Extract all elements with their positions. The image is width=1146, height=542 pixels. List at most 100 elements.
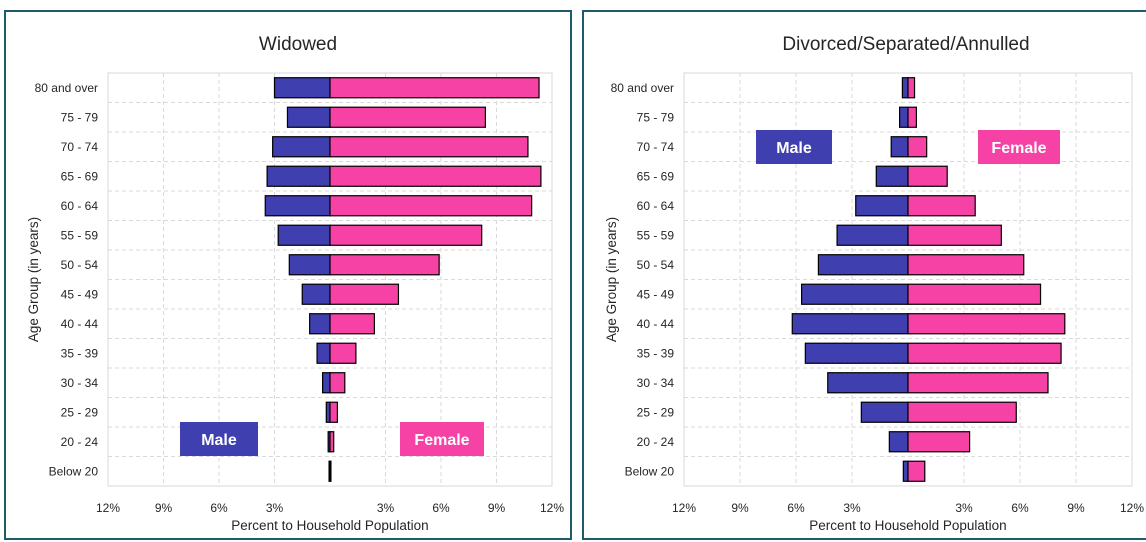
chart-title: Divorced/Separated/Annulled xyxy=(782,34,1029,55)
y-tick-label: 20 - 24 xyxy=(61,435,99,449)
y-tick-label: 35 - 39 xyxy=(637,346,675,360)
y-tick-label: 75 - 79 xyxy=(61,110,99,124)
female-bar xyxy=(329,313,376,335)
legend-male-label: Male xyxy=(201,432,237,449)
y-tick-label: 65 - 69 xyxy=(637,169,675,183)
legend-female-box xyxy=(400,422,484,456)
female-bar xyxy=(907,401,1017,423)
male-bar xyxy=(273,77,331,99)
male-bar xyxy=(804,342,909,364)
x-axis-label: Percent to Household Population xyxy=(809,518,1006,533)
female-bar xyxy=(907,313,1066,335)
male-bar xyxy=(855,195,909,217)
female-bar xyxy=(907,106,917,128)
x-tick-label: 3% xyxy=(377,501,395,515)
legend-female-label: Female xyxy=(991,140,1046,157)
y-tick-label: 45 - 49 xyxy=(61,287,99,301)
x-tick-label: 6% xyxy=(787,501,805,515)
female-bar xyxy=(907,460,926,482)
y-tick-label: 20 - 24 xyxy=(637,435,675,449)
y-tick-label: 60 - 64 xyxy=(61,199,99,213)
x-tick-label: 6% xyxy=(210,501,228,515)
y-tick-label: 75 - 79 xyxy=(637,110,675,124)
female-bar xyxy=(329,431,335,453)
male-bar xyxy=(316,342,331,364)
y-tick-label: 60 - 64 xyxy=(637,199,675,213)
male-bar xyxy=(902,460,909,482)
female-bar xyxy=(907,224,1002,246)
female-bar xyxy=(329,283,400,305)
male-bar xyxy=(827,372,909,394)
legend-male-box xyxy=(180,422,258,456)
female-bar xyxy=(907,254,1025,276)
legend-female-box xyxy=(978,130,1060,164)
x-tick-label: 9% xyxy=(488,501,506,515)
male-bar xyxy=(266,165,331,187)
y-axis-label: Age Group (in years) xyxy=(26,217,41,342)
female-bar xyxy=(329,195,533,217)
x-tick-label: 3% xyxy=(955,501,973,515)
male-bar xyxy=(860,401,909,423)
y-tick-label: Below 20 xyxy=(625,464,675,478)
male-bar xyxy=(288,254,331,276)
male-bar xyxy=(264,195,331,217)
female-bar xyxy=(907,283,1042,305)
male-bar xyxy=(875,165,909,187)
y-tick-label: 55 - 59 xyxy=(61,228,99,242)
male-bar xyxy=(791,313,909,335)
female-bar xyxy=(329,254,440,276)
x-tick-label: 12% xyxy=(96,501,120,515)
x-tick-label: 9% xyxy=(155,501,173,515)
male-bar xyxy=(890,136,909,158)
y-tick-label: 25 - 29 xyxy=(61,405,99,419)
widowed-pyramid-chart: Widowed 80 and over 75 - 79 70 - 74 65 - 69 6… xyxy=(26,34,564,533)
y-tick-label: 25 - 29 xyxy=(637,405,675,419)
legend-male-label: Male xyxy=(776,140,812,157)
y-tick-label: 50 - 54 xyxy=(61,258,99,272)
y-tick-label: 70 - 74 xyxy=(637,140,675,154)
y-tick-label: 80 and over xyxy=(35,81,98,95)
female-bar xyxy=(329,77,540,99)
chart-panel-widowed: Widowed 80 and over 75 - 79 70 - 74 65 - 69 6… xyxy=(4,10,572,540)
female-bar xyxy=(329,460,332,482)
male-bar xyxy=(272,136,331,158)
legend-female-label: Female xyxy=(414,432,469,449)
female-bar xyxy=(329,372,346,394)
x-axis-label: Percent to Household Population xyxy=(231,518,428,533)
x-tick-label: 9% xyxy=(1067,501,1085,515)
female-bar xyxy=(329,136,529,158)
male-bar xyxy=(817,254,909,276)
male-bar xyxy=(309,313,331,335)
female-bar xyxy=(329,224,483,246)
male-bar xyxy=(277,224,331,246)
female-bar xyxy=(329,401,339,423)
y-tick-label: 35 - 39 xyxy=(61,346,99,360)
male-bar xyxy=(301,283,331,305)
male-bar xyxy=(836,224,909,246)
female-bar xyxy=(907,342,1062,364)
x-tick-label: 3% xyxy=(843,501,861,515)
x-tick-label: 3% xyxy=(266,501,284,515)
y-tick-label: 80 and over xyxy=(611,81,674,95)
y-tick-label: Below 20 xyxy=(49,464,99,478)
x-tick-label: 12% xyxy=(1120,501,1144,515)
male-bar xyxy=(286,106,331,128)
x-tick-label: 12% xyxy=(540,501,564,515)
female-bar xyxy=(907,77,916,99)
divorced-pyramid-chart: Divorced/Separated/Annulled 80 and over 75… xyxy=(604,34,1144,533)
y-tick-label: 65 - 69 xyxy=(61,169,99,183)
y-tick-label: 30 - 34 xyxy=(637,376,675,390)
male-bar xyxy=(901,77,909,99)
female-bar xyxy=(329,106,486,128)
male-bar xyxy=(899,106,909,128)
y-tick-label: 40 - 44 xyxy=(61,317,99,331)
male-bar xyxy=(801,283,909,305)
y-tick-label: 50 - 54 xyxy=(637,258,675,272)
x-tick-label: 12% xyxy=(672,501,696,515)
x-tick-label: 9% xyxy=(731,501,749,515)
female-bar xyxy=(329,165,542,187)
x-tick-label: 6% xyxy=(432,501,450,515)
y-tick-label: 70 - 74 xyxy=(61,140,99,154)
chart-panel-divorced: Divorced/Separated/Annulled 80 and over 75… xyxy=(582,10,1146,540)
female-bar xyxy=(907,136,928,158)
